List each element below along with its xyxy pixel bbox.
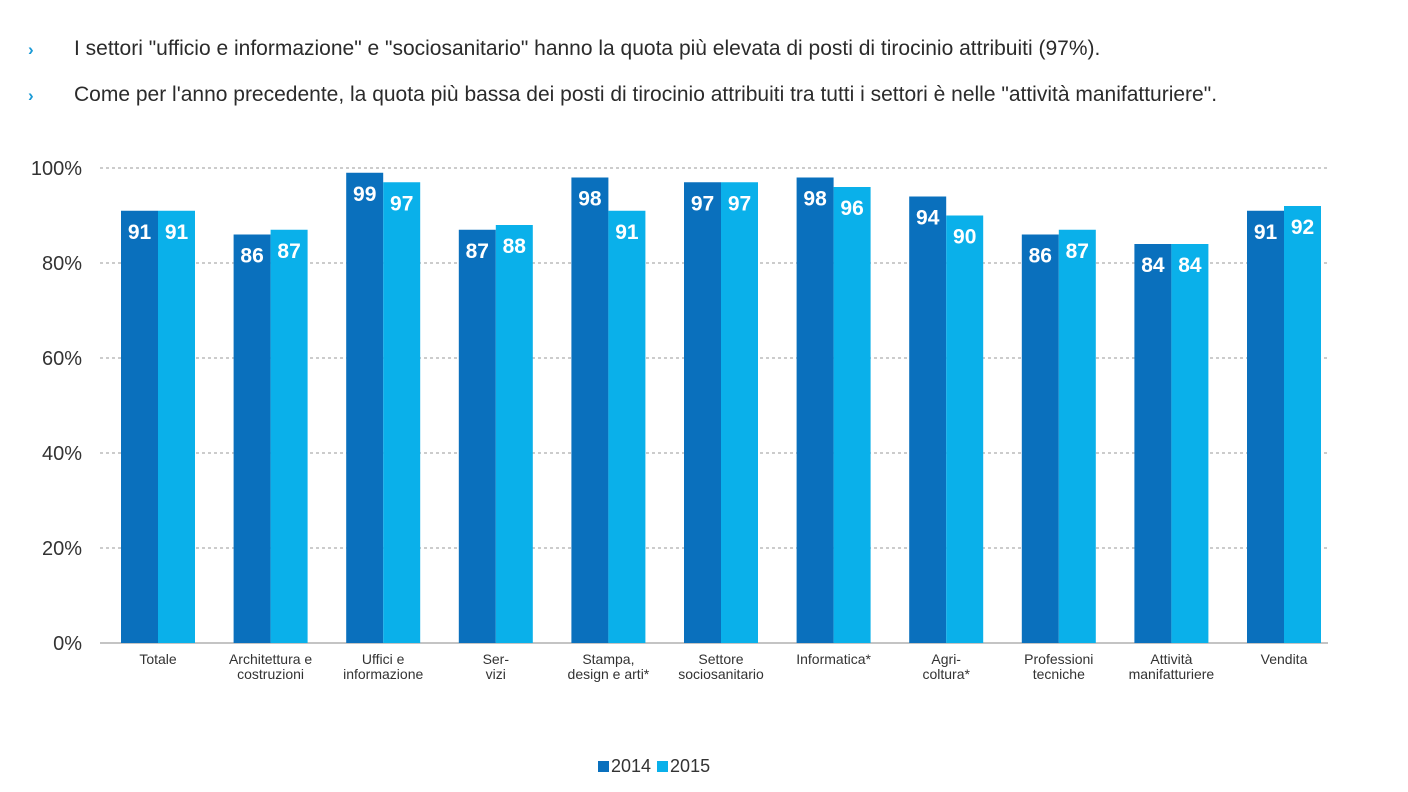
- bar-2014: [346, 172, 384, 643]
- y-tick-label: 80%: [42, 253, 82, 275]
- x-tick-label: Agri-: [931, 651, 961, 667]
- data-label: 97: [728, 192, 751, 215]
- bar-2015: [1171, 244, 1209, 643]
- data-label: 91: [1254, 221, 1278, 244]
- bar-2015: [383, 182, 421, 643]
- x-tick-label: manifatturiere: [1129, 666, 1215, 682]
- bar-chart: 0% 20% 40% 60% 80% 100% 91 91 Totale 86 87 Architet…: [31, 158, 1328, 682]
- legend-swatch: [657, 761, 669, 772]
- bar-2015: [270, 229, 308, 643]
- x-tick-label: Uffici e: [362, 651, 405, 667]
- legend-label: 2015: [670, 756, 711, 776]
- data-label: 91: [128, 221, 152, 244]
- chart-legend: 2014 2015: [598, 756, 716, 777]
- bar-2015: [1058, 229, 1096, 643]
- bar-2014: [1134, 244, 1172, 643]
- bullet-text: Come per l'anno precedente, la quota più…: [74, 83, 1218, 106]
- bar-2014: [684, 182, 721, 643]
- x-tick-label: design e arti*: [568, 666, 650, 682]
- x-tick-label: Ser-: [483, 651, 510, 667]
- x-tick-label: costruzioni: [237, 666, 304, 682]
- data-label: 91: [165, 221, 189, 244]
- chevron-right-icon: ›: [28, 40, 34, 59]
- bar-2015: [833, 187, 871, 643]
- bar-2014: [121, 210, 158, 643]
- legend-item-2014: 2014: [598, 756, 651, 777]
- data-label: 92: [1291, 216, 1314, 239]
- x-tick-label: Attività: [1150, 651, 1192, 667]
- bar-2015: [721, 182, 758, 643]
- y-tick-label: 40%: [42, 443, 82, 465]
- data-label: 90: [953, 226, 976, 249]
- bullet-list: › I settori "ufficio e informazione" e "…: [28, 34, 1398, 126]
- bar-2014: [909, 196, 947, 643]
- data-label: 99: [353, 183, 376, 206]
- legend-swatch: [598, 761, 609, 772]
- data-label: 94: [916, 207, 940, 230]
- data-label: 87: [466, 240, 489, 263]
- data-label: 87: [1066, 240, 1089, 263]
- data-label: 98: [803, 188, 827, 211]
- bar-2014: [1247, 210, 1284, 643]
- bar-2015: [1284, 206, 1321, 643]
- x-tick-label: sociosanitario: [678, 666, 764, 682]
- bar-2015: [608, 210, 646, 643]
- y-tick-label: 60%: [42, 348, 82, 370]
- x-tick-label: informazione: [343, 666, 423, 682]
- x-tick-label: Settore: [698, 651, 743, 667]
- y-tick-label: 0%: [53, 633, 82, 655]
- chevron-right-icon: ›: [28, 86, 34, 105]
- bullet-item: › Come per l'anno precedente, la quota p…: [28, 80, 1398, 126]
- data-label: 84: [1141, 254, 1165, 277]
- y-tick-label: 20%: [42, 538, 82, 560]
- data-label: 86: [1029, 245, 1052, 268]
- x-tick-label: Informatica*: [796, 651, 871, 667]
- bar-2014: [796, 177, 834, 643]
- legend-item-2015: 2015: [657, 756, 710, 777]
- x-tick-label: Stampa,: [582, 651, 634, 667]
- data-label: 84: [1178, 254, 1202, 277]
- data-label: 97: [390, 192, 413, 215]
- data-label: 91: [615, 221, 639, 244]
- x-tick-label: vizi: [486, 666, 506, 682]
- y-tick-label: 100%: [31, 158, 82, 180]
- data-label: 88: [503, 235, 527, 258]
- bar-2014: [233, 234, 271, 643]
- legend-label: 2014: [611, 756, 652, 776]
- bullet-item: › I settori "ufficio e informazione" e "…: [28, 34, 1398, 80]
- data-label: 97: [691, 192, 714, 215]
- bar-2015: [946, 215, 984, 643]
- x-tick-label: Professioni: [1024, 651, 1093, 667]
- x-tick-label: Totale: [139, 651, 177, 667]
- bar-2014: [571, 177, 609, 643]
- data-label: 96: [840, 197, 863, 220]
- data-label: 98: [578, 188, 602, 211]
- x-tick-label: tecniche: [1033, 666, 1085, 682]
- bar-2014: [458, 229, 496, 643]
- x-tick-label: coltura*: [922, 666, 970, 682]
- bullet-text: I settori "ufficio e informazione" e "so…: [74, 37, 1101, 60]
- data-label: 86: [240, 245, 263, 268]
- data-label: 87: [277, 240, 300, 263]
- bar-2014: [1021, 234, 1059, 643]
- bar-2015: [158, 210, 195, 643]
- bar-2015: [495, 225, 533, 643]
- x-tick-label: Architettura e: [229, 651, 312, 667]
- x-tick-label: Vendita: [1261, 651, 1308, 667]
